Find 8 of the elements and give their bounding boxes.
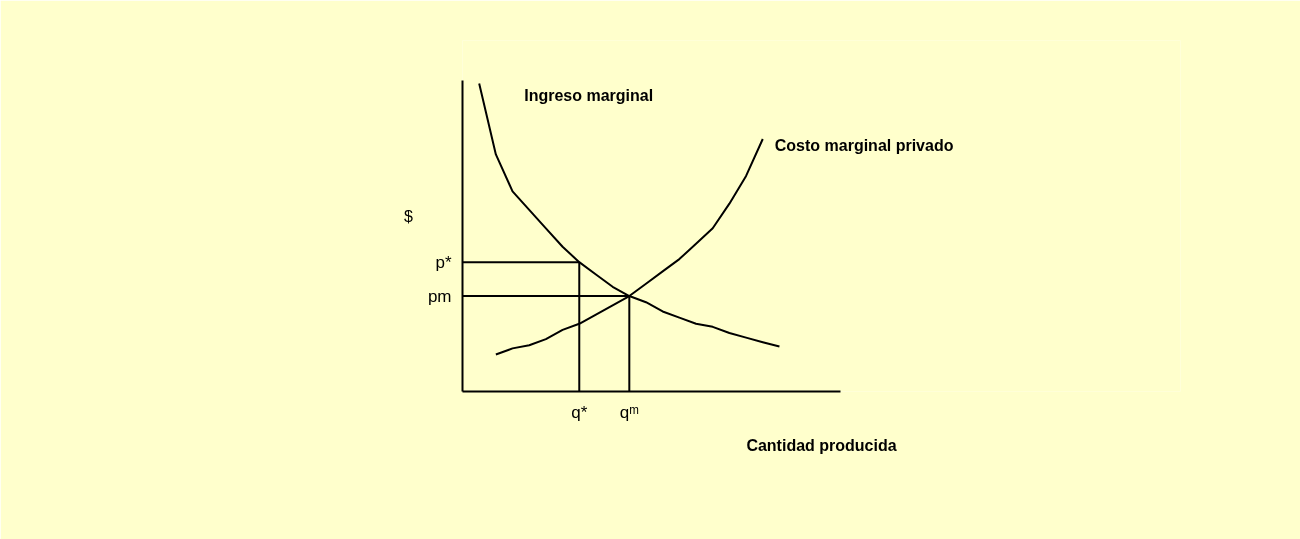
ref-line-label: pm	[427, 286, 452, 306]
y-axis-title: $	[403, 207, 413, 225]
text: Ingreso marginal	[524, 87, 654, 105]
x-tick-label: q*	[571, 402, 588, 422]
x-tick-label: qᵐ	[619, 402, 639, 422]
series-label: Costo marginal privado	[774, 136, 954, 154]
ref-line-label: p*	[435, 252, 452, 272]
x-axis-title: Cantidad producida	[746, 436, 897, 454]
